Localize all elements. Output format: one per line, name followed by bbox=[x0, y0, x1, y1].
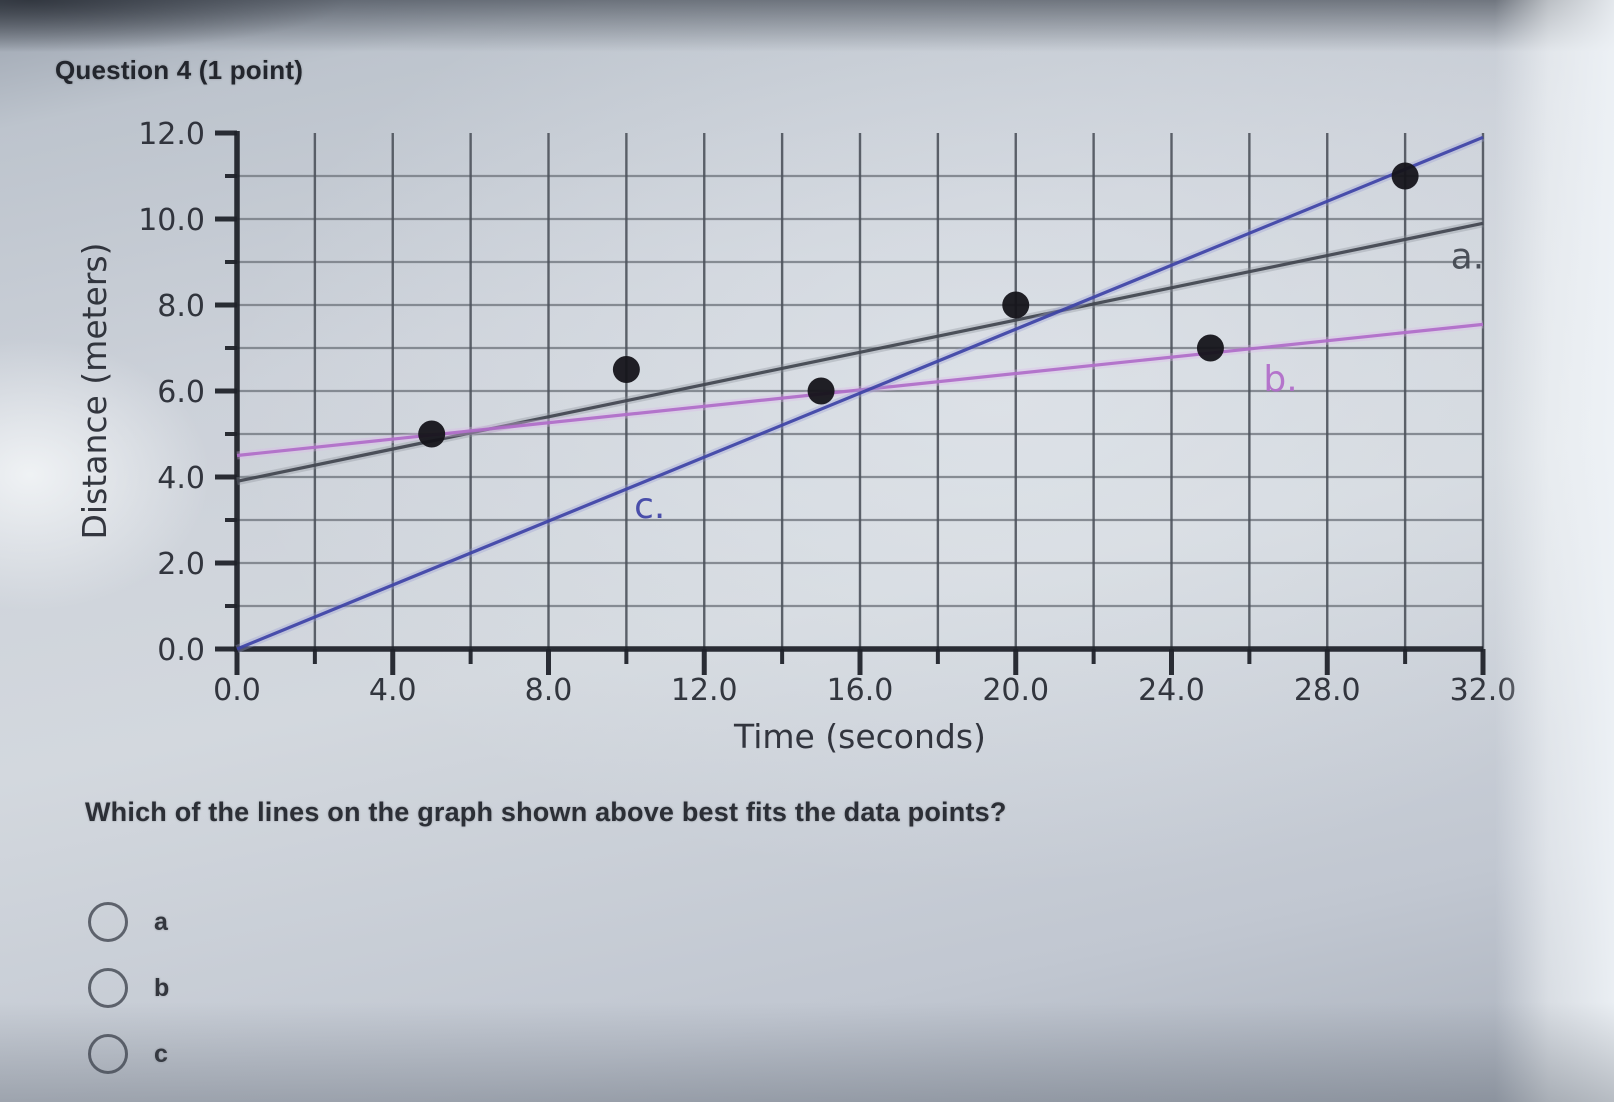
radio-option-a[interactable] bbox=[88, 902, 128, 942]
option-row-a[interactable]: a bbox=[88, 902, 168, 942]
option-row-c[interactable]: c bbox=[88, 1034, 168, 1074]
line-label-c: c. bbox=[634, 486, 665, 527]
x-tick-label: 28.0 bbox=[1294, 673, 1361, 708]
chart: 0.0 4.0 8.0 12.0 16.0 20.0 24.0 28.0 32.0 0.0 2.0 4… bbox=[75, 117, 1517, 756]
data-point bbox=[1002, 291, 1030, 319]
y-axis-title: Distance (meters) bbox=[75, 243, 114, 540]
x-tick-label: 16.0 bbox=[827, 673, 894, 708]
x-tick-label: 20.0 bbox=[982, 673, 1049, 708]
line-label-a: a. bbox=[1451, 237, 1485, 278]
y-tick-label: 8.0 bbox=[157, 289, 205, 324]
question-text: Which of the lines on the graph shown ab… bbox=[85, 797, 1007, 827]
radio-option-b[interactable] bbox=[88, 968, 128, 1008]
x-tick-label: 24.0 bbox=[1138, 673, 1205, 708]
photo-bottom-shadow bbox=[0, 1002, 1614, 1102]
data-point bbox=[807, 377, 835, 405]
y-tick-label: 4.0 bbox=[157, 461, 205, 496]
data-point bbox=[1196, 334, 1224, 362]
line-label-b: b. bbox=[1263, 359, 1297, 400]
option-label-a[interactable]: a bbox=[154, 907, 168, 936]
data-point bbox=[418, 420, 446, 448]
question-title: Question 4 (1 point) bbox=[55, 55, 304, 85]
x-axis-title: Time (seconds) bbox=[733, 717, 986, 756]
line-c bbox=[236, 135, 1484, 651]
option-label-b[interactable]: b bbox=[154, 973, 170, 1002]
line-a bbox=[236, 221, 1484, 483]
y-tick-label: 2.0 bbox=[157, 547, 205, 582]
data-point bbox=[612, 356, 640, 383]
x-tick-label: 0.0 bbox=[213, 673, 261, 708]
option-label-c[interactable]: c bbox=[154, 1039, 168, 1068]
y-tick-label: 0.0 bbox=[157, 633, 205, 668]
radio-option-c[interactable] bbox=[88, 1034, 128, 1074]
x-tick-label: 8.0 bbox=[525, 673, 573, 708]
y-tick-label: 10.0 bbox=[138, 203, 205, 238]
option-row-b[interactable]: b bbox=[88, 968, 169, 1008]
y-tick-label: 12.0 bbox=[138, 117, 205, 152]
data-point bbox=[1391, 162, 1419, 190]
y-tick-label: 6.0 bbox=[157, 375, 205, 410]
x-tick-label: 12.0 bbox=[671, 673, 738, 708]
x-tick-label: 32.0 bbox=[1450, 673, 1517, 708]
x-tick-label: 4.0 bbox=[369, 673, 417, 708]
